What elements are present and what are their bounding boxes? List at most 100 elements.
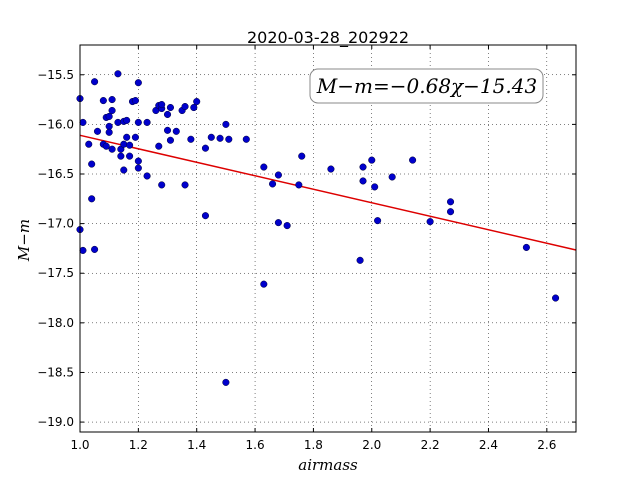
data-point (131, 97, 139, 105)
data-point (207, 133, 215, 141)
data-point (295, 181, 303, 189)
data-point (187, 135, 195, 143)
data-point (298, 152, 306, 160)
x-tick-label: 1.4 (187, 438, 206, 452)
annotation-frame (309, 68, 544, 104)
data-point (388, 173, 396, 181)
x-axis-label: airmass (298, 456, 358, 474)
data-point (552, 294, 560, 302)
data-point (102, 142, 110, 150)
data-point (368, 156, 376, 164)
data-point (91, 78, 99, 86)
data-point (108, 96, 116, 104)
data-point (260, 280, 268, 288)
tick-labels: 1.0 1.2 1.4 1.6 1.8 2.0 2.2 2.4 2.6 −15.5 −16.0 −16… (37, 68, 556, 452)
x-tick-label: 1.2 (129, 438, 148, 452)
y-tick-label: −18.0 (37, 316, 74, 330)
data-point (108, 106, 116, 115)
x-tick-label: 1.0 (70, 438, 89, 452)
data-point (108, 145, 116, 153)
data-point (114, 70, 122, 78)
data-point (426, 218, 434, 226)
data-point (356, 256, 364, 264)
data-point (216, 134, 224, 142)
data-point (359, 163, 367, 171)
data-point (193, 98, 201, 106)
data-point (181, 181, 189, 189)
data-point (274, 171, 282, 179)
data-point (371, 183, 379, 191)
data-point (222, 378, 230, 386)
fit-line (79, 134, 577, 251)
data-point (126, 152, 134, 160)
data-point (99, 97, 107, 105)
data-point (374, 217, 382, 225)
data-point (242, 135, 250, 143)
data-point (283, 222, 291, 230)
data-point (134, 164, 142, 172)
data-point (134, 79, 142, 87)
chart-title: 2020-03-28_202922 (247, 28, 409, 48)
y-tick-label: −17.0 (37, 217, 74, 231)
data-point (327, 165, 335, 173)
data-point (522, 243, 530, 251)
data-point (126, 141, 134, 149)
fit-annotation-box: M−m=−0.68χ−15.43 (309, 68, 544, 104)
x-tick-label: 2.4 (479, 438, 498, 452)
x-tick-label: 1.6 (246, 438, 265, 452)
data-point (409, 156, 417, 164)
data-point (117, 152, 125, 160)
data-point (131, 133, 139, 141)
data-point (91, 245, 99, 253)
y-tick-label: −16.0 (37, 117, 74, 131)
data-point (201, 144, 210, 152)
fit-equation: M−m=−0.68χ−15.43 (316, 74, 537, 98)
data-point (155, 142, 163, 150)
data-point (166, 136, 174, 144)
y-tick-label: −16.5 (37, 167, 74, 181)
data-point (105, 128, 113, 136)
data-point (201, 212, 210, 220)
data-point (134, 118, 142, 126)
data-point (114, 118, 122, 126)
data-point (88, 195, 96, 203)
data-point (105, 122, 113, 130)
y-tick-label: −19.0 (37, 415, 74, 429)
data-points (76, 70, 560, 386)
data-point (190, 103, 198, 112)
data-point (446, 208, 455, 216)
data-point (88, 160, 96, 168)
y-tick-label: −15.5 (37, 68, 74, 82)
y-axis-label: M−m (15, 219, 33, 262)
data-point (120, 166, 128, 174)
data-point (269, 180, 277, 188)
data-point (123, 116, 131, 124)
data-point (181, 102, 189, 111)
y-tick-label: −18.5 (37, 365, 74, 379)
data-point (120, 140, 128, 148)
y-tick-label: −17.5 (37, 266, 74, 280)
data-point (225, 135, 233, 143)
data-point (105, 112, 113, 120)
data-point (172, 127, 180, 135)
data-point (85, 140, 93, 148)
data-point (143, 172, 151, 180)
data-point (274, 219, 282, 227)
x-tick-label: 2.6 (537, 438, 556, 452)
data-point (158, 100, 166, 109)
data-point (446, 198, 455, 206)
data-point (134, 157, 142, 165)
data-point (359, 177, 367, 185)
x-tick-label: 1.8 (304, 438, 323, 452)
data-point (260, 163, 268, 171)
data-point (166, 103, 174, 112)
x-tick-label: 2.2 (421, 438, 440, 452)
data-point (158, 181, 166, 189)
data-point (163, 110, 172, 119)
data-point (123, 133, 131, 141)
data-point (222, 120, 230, 128)
data-point (163, 126, 172, 134)
data-point (79, 118, 87, 126)
plot-frame (79, 44, 577, 433)
